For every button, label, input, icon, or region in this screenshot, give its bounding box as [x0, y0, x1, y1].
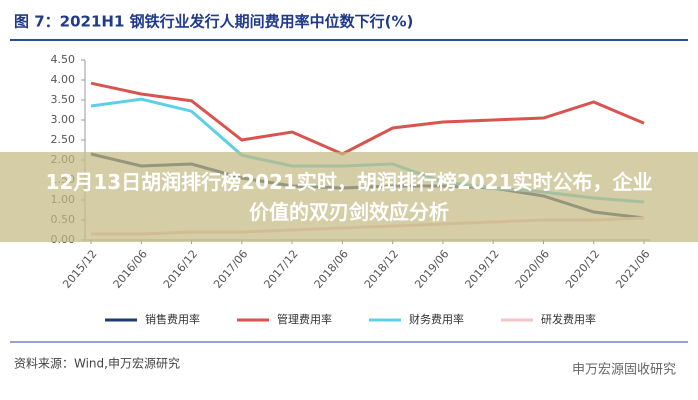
y-tick-label: 2.50	[51, 133, 76, 146]
source: 资料来源：Wind,申万宏源研究	[14, 356, 180, 371]
series-line	[90, 81, 645, 156]
y-tick-label: 4.00	[51, 73, 76, 86]
x-tick-label: 2015/12	[60, 248, 99, 291]
legend-label: 管理费用率	[277, 312, 332, 326]
y-tick-label: 3.00	[51, 113, 76, 126]
watermark: 申万宏源固收研究	[572, 363, 676, 378]
x-tick-label: 2020/12	[563, 248, 602, 291]
x-tick-label: 2017/12	[261, 248, 300, 291]
x-tick-label: 2021/06	[613, 248, 652, 291]
x-tick-label: 2016/06	[111, 248, 150, 291]
x-tick-label: 2019/12	[462, 248, 501, 291]
x-tick-label: 2018/06	[312, 248, 351, 291]
chart-title: 图 7：2021H1 钢铁行业发行人期间费用率中位数下行(%)	[14, 13, 413, 31]
legend-label: 财务费用率	[409, 312, 464, 326]
banner-text: 12月13日胡润排行榜2021实时，胡润排行榜2021实时公布，企业价值的双刃剑…	[45, 170, 653, 224]
x-tick-label: 2018/12	[362, 248, 401, 291]
legend-label: 销售费用率	[145, 312, 200, 326]
banner: 12月13日胡润排行榜2021实时，胡润排行榜2021实时公布，企业价值的双刃剑…	[0, 152, 698, 242]
legend-label: 研发费用率	[541, 312, 596, 326]
x-tick-label: 2016/12	[161, 248, 200, 291]
x-tick-label: 2017/06	[211, 248, 250, 291]
x-tick-label: 2019/06	[412, 248, 451, 291]
y-tick-label: 3.50	[51, 93, 76, 106]
y-tick-label: 4.50	[51, 53, 76, 66]
x-tick-label: 2020/06	[513, 248, 552, 291]
